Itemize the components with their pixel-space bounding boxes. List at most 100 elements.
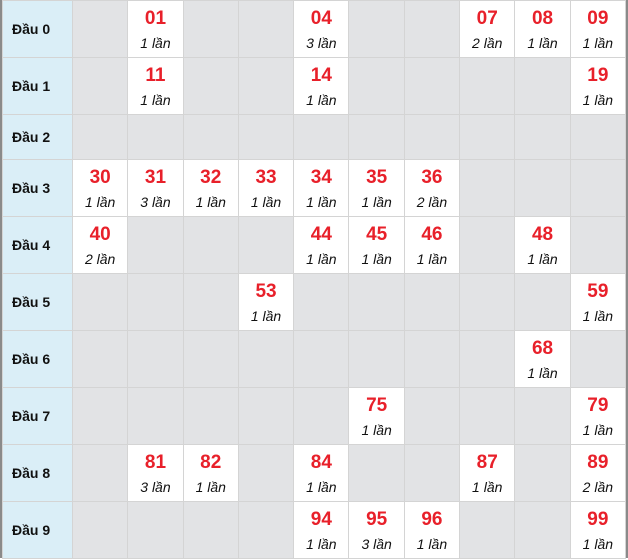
number-value: 59: [587, 280, 609, 302]
occurrence-count: 1 lần: [84, 193, 116, 210]
empty-cell: [237, 57, 295, 115]
empty-cell: [127, 114, 184, 160]
empty-cell: [403, 0, 461, 58]
number-value: 79: [587, 394, 609, 416]
number-cell: 99 1 lần: [569, 501, 627, 559]
empty-cell: [459, 114, 516, 160]
occurrence-count: 1 lần: [416, 250, 448, 267]
empty-cell: [459, 387, 516, 445]
table-row: Đầu 3 30 1 lần 31 3 lần 32 1 lần 33 1 lần 34 1 lần…: [2, 159, 627, 217]
empty-cell: [182, 114, 239, 160]
occurrence-count: 1 lần: [582, 34, 614, 51]
occurrence-count: 1 lần: [306, 193, 337, 210]
number-cell: 44 1 lần: [293, 216, 350, 274]
row-head-label: Đầu 3: [2, 159, 73, 217]
number-value: 33: [255, 166, 277, 188]
empty-cell: [237, 330, 295, 388]
number-cell: 35 1 lần: [348, 159, 405, 217]
table-row: Đầu 5 53 1 lần 59 1 lần: [2, 273, 627, 331]
empty-cell: [403, 273, 461, 331]
empty-cell: [403, 57, 461, 115]
empty-cell: [514, 501, 571, 559]
number-cell: 40 2 lần: [71, 216, 129, 274]
occurrence-count: 1 lần: [527, 364, 558, 381]
number-value: 36: [421, 166, 443, 188]
number-cell: 08 1 lần: [514, 0, 571, 58]
number-value: 95: [366, 508, 388, 530]
empty-cell: [71, 0, 129, 58]
number-value: 89: [587, 451, 609, 473]
number-cell: 89 2 lần: [569, 444, 627, 502]
empty-cell: [348, 57, 405, 115]
empty-cell: [403, 114, 461, 160]
empty-cell: [459, 501, 516, 559]
number-value: 07: [476, 7, 498, 29]
empty-cell: [182, 0, 239, 58]
row-head-label: Đầu 6: [2, 330, 73, 388]
number-cell: 34 1 lần: [293, 159, 350, 217]
empty-cell: [403, 387, 461, 445]
number-cell: 46 1 lần: [403, 216, 461, 274]
number-cell: 45 1 lần: [348, 216, 405, 274]
number-value: 09: [587, 7, 609, 29]
number-cell: 14 1 lần: [293, 57, 350, 115]
number-value: 35: [366, 166, 388, 188]
empty-cell: [182, 330, 239, 388]
occurrence-count: 3 lần: [140, 193, 171, 210]
number-cell: 48 1 lần: [514, 216, 571, 274]
empty-cell: [71, 501, 129, 559]
number-value: 99: [587, 508, 609, 530]
number-value: 30: [89, 166, 111, 188]
number-cell: 81 3 lần: [127, 444, 184, 502]
empty-cell: [348, 0, 405, 58]
occurrence-count: 1 lần: [527, 34, 558, 51]
empty-cell: [71, 387, 129, 445]
occurrence-count: 3 lần: [306, 34, 337, 51]
empty-cell: [348, 114, 405, 160]
number-cell: 04 3 lần: [293, 0, 350, 58]
occurrence-count: 1 lần: [582, 535, 614, 552]
row-head-label: Đầu 1: [2, 57, 73, 115]
number-value: 04: [310, 7, 332, 29]
empty-cell: [514, 273, 571, 331]
number-value: 82: [200, 451, 222, 473]
table-row: Đầu 7 75 1 lần 79 1 lần: [2, 387, 627, 445]
number-cell: 36 2 lần: [403, 159, 461, 217]
empty-cell: [237, 444, 295, 502]
empty-cell: [459, 57, 516, 115]
occurrence-count: 1 lần: [582, 91, 614, 108]
number-cell: 32 1 lần: [182, 159, 239, 217]
number-cell: 53 1 lần: [237, 273, 295, 331]
occurrence-count: 1 lần: [361, 250, 392, 267]
occurrence-count: 1 lần: [416, 535, 448, 552]
occurrence-count: 2 lần: [416, 193, 448, 210]
number-cell: 68 1 lần: [514, 330, 571, 388]
empty-cell: [127, 387, 184, 445]
empty-cell: [182, 501, 239, 559]
empty-cell: [459, 159, 516, 217]
empty-cell: [237, 387, 295, 445]
empty-cell: [127, 216, 184, 274]
number-value: 40: [89, 223, 111, 245]
empty-cell: [514, 159, 571, 217]
empty-cell: [293, 114, 350, 160]
occurrence-count: 1 lần: [306, 535, 337, 552]
occurrence-count: 1 lần: [361, 421, 392, 438]
number-cell: 59 1 lần: [569, 273, 627, 331]
number-value: 87: [476, 451, 498, 473]
empty-cell: [237, 216, 295, 274]
table-row: Đầu 6 68 1 lần: [2, 330, 627, 388]
number-cell: 82 1 lần: [182, 444, 239, 502]
number-value: 96: [421, 508, 443, 530]
empty-cell: [514, 57, 571, 115]
occurrence-count: 1 lần: [306, 91, 337, 108]
empty-cell: [514, 444, 571, 502]
empty-cell: [293, 330, 350, 388]
empty-cell: [403, 444, 461, 502]
number-value: 68: [531, 337, 554, 359]
occurrence-count: 2 lần: [582, 478, 614, 495]
occurrence-count: 1 lần: [582, 307, 614, 324]
occurrence-count: 1 lần: [527, 250, 558, 267]
row-head-label: Đầu 9: [2, 501, 73, 559]
